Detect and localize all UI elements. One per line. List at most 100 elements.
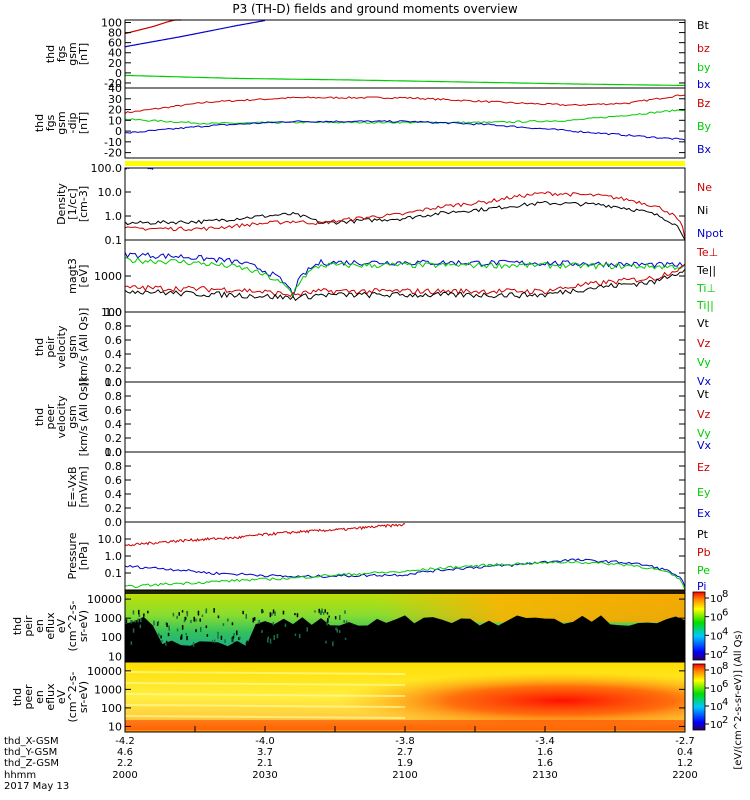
- y-tick-label: 10000: [87, 593, 122, 606]
- spectrogram-pixel: [286, 634, 288, 638]
- y-axis-label: peir: [44, 336, 57, 358]
- y-tick-label: 1000: [94, 683, 122, 696]
- spectrogram-pixel: [245, 613, 247, 619]
- x-row-value: 2200: [672, 770, 697, 781]
- colorbar-tick-exponent: 8: [722, 589, 728, 600]
- spectrogram-pixel: [252, 617, 254, 623]
- y-tick-label: 0.4: [105, 348, 123, 361]
- spectrogram-streak: [124, 682, 406, 686]
- series-by: [124, 74, 686, 87]
- spectrogram-pixel: [343, 620, 345, 623]
- y-tick-label: 10.0: [98, 186, 123, 199]
- y-axis-label: thd: [11, 617, 24, 635]
- y-axis-label: [nT]: [77, 112, 90, 134]
- y-tick-label: 0.8: [105, 390, 123, 403]
- x-row-label: hhmm: [4, 770, 36, 781]
- y-axis-label: thd: [44, 45, 57, 63]
- spectrogram-pixel: [224, 639, 226, 644]
- spectrogram-pixel: [334, 616, 337, 620]
- spectrogram-top-band: [125, 590, 685, 594]
- colorbar-tick-exponent: 2: [722, 715, 728, 726]
- x-row-value: -2.7: [675, 736, 695, 747]
- spectrogram-pixel: [325, 640, 327, 644]
- spectrogram-pixel: [147, 610, 149, 614]
- colorbar-label: [eV/(cm^2-s-sr-eV)] (All Qs): [733, 630, 744, 769]
- spectrogram-pixel: [222, 623, 225, 626]
- legend-Ey: Ey: [697, 486, 711, 499]
- spectrogram-streak: [124, 715, 406, 719]
- y-axis-label: (cm^2-s-: [66, 672, 79, 723]
- legend-Ez: Ez: [697, 461, 710, 474]
- y-tick-label: 100: [101, 306, 122, 319]
- spectrogram-pixel: [178, 612, 180, 616]
- spectrogram-pixel: [340, 639, 343, 644]
- legend-Ti⊥: Ti⊥: [696, 282, 716, 295]
- y-tick-label: 40: [108, 82, 122, 95]
- spectrogram-pixel: [165, 640, 168, 644]
- spectrogram-pixel: [186, 611, 189, 617]
- spectrogram-pixel: [132, 628, 135, 633]
- y-tick-label: 0.2: [105, 432, 123, 445]
- x-row-value: 1.2: [677, 758, 693, 769]
- spectrogram-pixel: [213, 608, 215, 613]
- spectrogram-pixel: [132, 610, 135, 615]
- spectrogram-pixel: [273, 635, 275, 641]
- spectrogram-pixel: [328, 635, 330, 639]
- x-row-value: 2130: [532, 770, 557, 781]
- legend-Vz: Vz: [697, 408, 711, 421]
- spectrogram-pixel: [136, 625, 138, 630]
- x-row-value: -3.4: [535, 736, 555, 747]
- spectrogram-pixel: [346, 632, 349, 637]
- x-row-label: thd_Y-GSM: [4, 747, 57, 758]
- spectrogram-pixel: [336, 628, 338, 633]
- date-label: 2017 May 13: [4, 781, 69, 792]
- spectrogram-pixel: [268, 640, 271, 646]
- spectrogram-pixel: [261, 609, 263, 614]
- y-tick-label: 0.1: [105, 234, 123, 247]
- colorbar-tick-exponent: 4: [722, 697, 728, 708]
- series-Te||: [124, 268, 686, 302]
- legend-Ex: Ex: [697, 507, 711, 520]
- y-tick-label: 1.0: [105, 376, 123, 389]
- colorbar-tick-label: 10: [710, 594, 723, 605]
- spectrogram-pixel: [304, 640, 307, 643]
- legend-Ni: Ni: [697, 204, 708, 217]
- colorbar-tick-label: 10: [710, 666, 723, 677]
- y-tick-label: 30: [108, 93, 122, 106]
- x-row-value: 2030: [252, 770, 277, 781]
- y-axis-label: peer: [22, 684, 35, 710]
- spectrogram-pixel: [151, 632, 153, 637]
- legend-By: By: [697, 120, 712, 133]
- series-Bx: [124, 119, 686, 141]
- y-axis-label: eV: [55, 689, 68, 704]
- colorbar-tick-label: 10: [710, 613, 723, 624]
- y-tick-label: 20: [108, 57, 122, 70]
- spectrogram-pixel: [147, 632, 149, 635]
- spectrogram-pixel: [158, 633, 160, 638]
- spectrogram-pixel: [309, 633, 311, 638]
- y-axis-label: [km/s (All Qs)]: [77, 308, 90, 387]
- y-tick-label: 1.0: [105, 210, 123, 223]
- panel-peir_velocity: 1.00.80.60.40.20.0thdpeirvelocitygsm[km/…: [33, 306, 712, 389]
- y-tick-label: -20: [104, 147, 122, 160]
- panel-pressure: 10.0 1.0 0.1 Pressure[nPa] Pt Pb Pe Pi: [66, 521, 711, 593]
- spectrogram-pixel: [344, 637, 347, 640]
- spectrogram-pixel: [294, 633, 297, 636]
- spectrogram-pixel: [246, 640, 248, 644]
- spectrogram-pixel: [157, 621, 160, 625]
- spectrogram-pixel: [272, 621, 275, 626]
- spectrogram-pixel: [238, 641, 240, 645]
- spectrogram-streak: [124, 693, 406, 697]
- y-tick-label: 0: [115, 125, 122, 138]
- spectrogram-pixel: [335, 627, 337, 631]
- y-axis-label: [km/s (All Qs)]: [77, 378, 90, 457]
- x-row-value: 1.6: [537, 758, 553, 769]
- y-axis-label: [1/cc]: [66, 188, 79, 219]
- spectrogram-pixel: [272, 609, 275, 614]
- legend-Te||: Te||: [696, 264, 716, 277]
- spectrogram-pixel: [326, 612, 329, 615]
- spectrogram-pixel: [294, 613, 296, 616]
- panel-density: 100.0 10.0 1.0 0.1 Density[1/cc][cm-3] Ne Ni Np…: [55, 162, 724, 247]
- y-axis-label: gsm: [66, 42, 79, 65]
